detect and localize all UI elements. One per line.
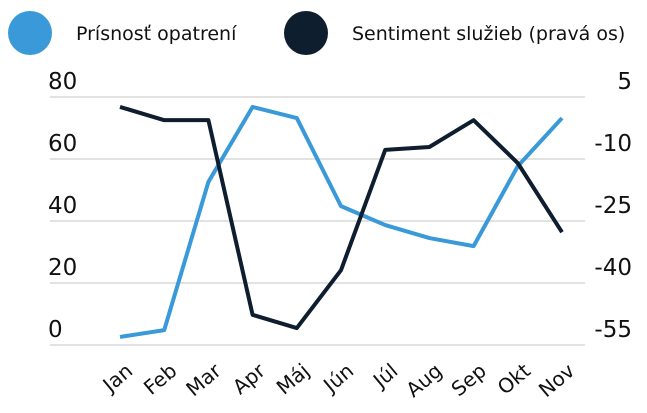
x-tick-label: Sep: [447, 358, 491, 401]
x-tick-label: Feb: [139, 358, 182, 399]
x-tick-label: Apr: [228, 358, 271, 399]
x-tick-label: Júl: [367, 358, 402, 393]
series-line: [119, 105, 564, 331]
x-tick-label: Nov: [534, 358, 579, 402]
y-tick-label: 0: [48, 317, 63, 343]
y-tick-label: 40: [48, 193, 77, 219]
legend-label: Sentiment služieb (pravá os): [352, 23, 625, 45]
series-line: [119, 104, 564, 339]
x-tick-label: Aug: [401, 358, 446, 401]
y2-tick-label: -40: [594, 255, 632, 281]
x-tick-label: Máj: [272, 358, 314, 399]
y2-tick-label: -55: [594, 317, 632, 343]
y-tick-label: 80: [48, 69, 77, 95]
y2-tick-label: -10: [594, 131, 632, 157]
x-tick-label: Mar: [181, 358, 226, 401]
x-tick-label: Okt: [493, 358, 535, 399]
legend-marker: [284, 11, 328, 55]
y2-tick-label: 5: [617, 69, 632, 95]
y-tick-label: 60: [48, 131, 77, 157]
x-tick-label: Jan: [97, 358, 138, 397]
y-tick-label: 20: [48, 255, 77, 281]
y2-tick-label: -25: [594, 193, 632, 219]
legend-label: Prísnosť opatrení: [76, 23, 237, 45]
x-tick-label: Jún: [317, 358, 358, 398]
legend-marker: [8, 11, 52, 55]
